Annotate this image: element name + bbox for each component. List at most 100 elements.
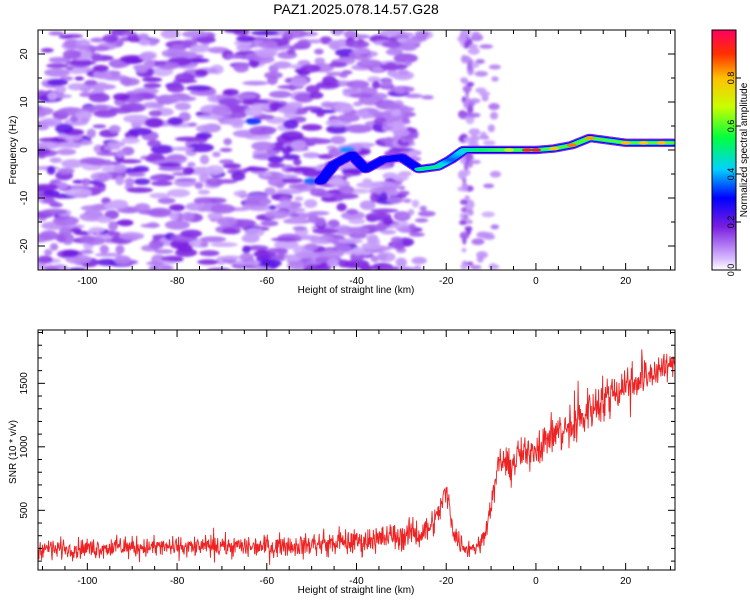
spectral-blob [329, 61, 348, 68]
spectral-blob [242, 245, 251, 254]
spectral-blob [372, 92, 388, 100]
spectral-blob [91, 104, 109, 111]
spectral-blob [55, 84, 67, 94]
spectral-blob [123, 114, 150, 124]
spectral-blob [94, 252, 122, 257]
spectral-blob [222, 118, 246, 126]
spectral-blob [381, 265, 401, 270]
spectral-blob [382, 217, 394, 226]
spectral-blob [471, 159, 481, 164]
spectral-blob [90, 37, 105, 43]
spectral-blob [260, 220, 279, 227]
spectral-blob [290, 140, 307, 151]
spectral-blob [149, 192, 171, 199]
spectral-blob [459, 212, 465, 219]
spectral-blob [219, 159, 234, 165]
spectral-blob [224, 30, 245, 34]
spectral-blob [242, 80, 269, 86]
spectral-blob [92, 124, 107, 129]
spectral-blob [407, 150, 418, 159]
spectral-blob [275, 188, 304, 195]
spectral-blob [290, 207, 306, 213]
spectral-blob [483, 234, 496, 240]
spectral-blob [419, 205, 427, 212]
spectral-blob [68, 60, 97, 66]
spectral-blob [68, 267, 87, 270]
spectral-blob [93, 69, 113, 80]
spectral-blob [188, 122, 198, 127]
spectral-blob [288, 212, 300, 218]
spectral-blob [38, 184, 59, 191]
spectral-blob [479, 44, 493, 49]
spectral-blob [46, 165, 56, 175]
spectral-blob [148, 266, 159, 270]
spectral-blob [268, 90, 292, 99]
spectral-blob [482, 140, 496, 146]
spectral-blob [274, 239, 299, 250]
spectral-blob [63, 38, 81, 49]
spectral-blob [169, 204, 186, 212]
spectral-blob [488, 103, 500, 111]
spectral-blob [189, 44, 210, 53]
spectral-blob [244, 228, 265, 237]
spectral-blob [207, 212, 223, 221]
spectral-blob [236, 44, 252, 52]
spectral-blob [404, 93, 423, 99]
spectral-blob [309, 188, 327, 197]
spectral-blob [330, 135, 346, 145]
spectral-blob [267, 156, 284, 164]
spectral-blob [315, 262, 332, 270]
spectral-blob [465, 169, 471, 176]
spectral-blob [150, 144, 175, 154]
y-tick-label: -10 [19, 190, 30, 205]
spectral-blob [239, 252, 254, 262]
spectral-blob [242, 167, 270, 172]
spectral-blob [140, 223, 161, 228]
spectral-blob [69, 69, 86, 75]
spectral-blob [359, 200, 376, 210]
spectral-blob [233, 260, 261, 266]
spectrogram-xlabel: Height of straight line (km) [298, 285, 415, 296]
spectral-blob [195, 36, 216, 44]
spectral-blob [62, 249, 79, 258]
spectral-blob [385, 48, 403, 56]
spectral-blob [108, 125, 121, 134]
spectral-blob [90, 45, 110, 52]
spectral-blob [206, 177, 224, 187]
spectral-blob [144, 117, 164, 128]
spectral-blob [326, 124, 349, 134]
spectral-blob [147, 139, 162, 148]
spectral-blob [244, 107, 263, 117]
spectral-blob [146, 261, 164, 266]
y-tick-label: -20 [19, 238, 30, 253]
colorbar-ticks: 0.0 0.2 0.4 0.6 0.8 [726, 72, 741, 276]
y-tick-label: 1000 [19, 435, 30, 458]
spectral-blob [187, 143, 214, 153]
spectral-blob [126, 187, 153, 193]
spectral-blob [285, 167, 311, 173]
spectral-blob [69, 115, 79, 123]
spectral-blob [205, 165, 224, 176]
spectral-blob [199, 154, 210, 165]
spectral-blob [327, 257, 340, 268]
spectral-blob [483, 183, 495, 189]
snr-marks [38, 349, 675, 565]
spectral-blob [155, 94, 182, 104]
spectral-blob [349, 93, 374, 99]
spectral-blob [386, 196, 404, 204]
spectral-blob [67, 83, 86, 91]
spectral-blob [301, 124, 323, 131]
spectral-blob [56, 234, 67, 243]
spectral-blob [58, 34, 73, 39]
spectral-blob [186, 85, 212, 92]
spectral-blob [250, 30, 279, 36]
spectral-blob [222, 163, 242, 169]
colorbar-tick-label: 0.8 [726, 72, 736, 85]
spectral-blob [337, 238, 363, 244]
spectral-blob [39, 230, 59, 241]
spectral-blob [327, 39, 344, 50]
ridge-peak [638, 141, 649, 145]
spectral-blob [258, 40, 278, 50]
colorbar-tick-label: 0.4 [726, 168, 736, 181]
spectral-blob [277, 106, 297, 114]
